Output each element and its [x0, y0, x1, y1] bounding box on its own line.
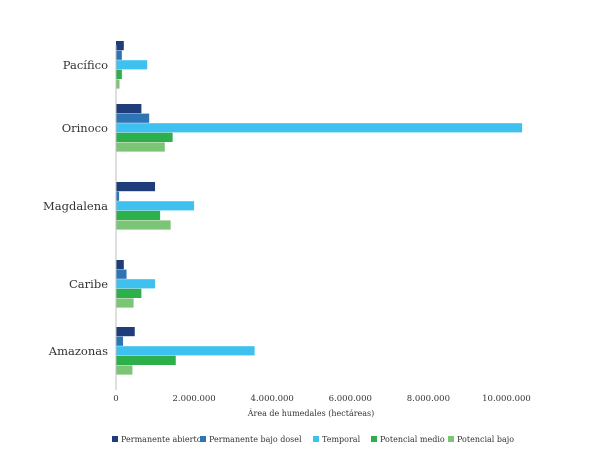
legend-swatch: [313, 436, 319, 442]
bar-4-1: [116, 336, 124, 346]
bar-4-2: [116, 346, 255, 356]
bar-3-4: [116, 298, 134, 308]
bar-0-3: [116, 69, 122, 79]
bar-3-3: [116, 288, 142, 298]
category-label: Orinoco: [62, 121, 108, 135]
legend-swatch: [112, 436, 118, 442]
bar-4-3: [116, 355, 176, 365]
x-tick-label: 8.000.000: [407, 394, 450, 404]
bar-1-3: [116, 132, 173, 142]
x-tick-label: 2.000.000: [172, 394, 215, 404]
bar-4-4: [116, 365, 133, 375]
bar-2-2: [116, 201, 195, 211]
bar-0-1: [116, 50, 122, 60]
bar-2-1: [116, 191, 120, 201]
bars-group: [116, 41, 523, 375]
bar-0-4: [116, 79, 120, 89]
category-label: Magdalena: [43, 199, 108, 213]
bar-2-4: [116, 220, 171, 230]
legend-label: Temporal: [322, 435, 361, 444]
legend-label: Permanente abierto: [121, 435, 202, 444]
x-axis-title: Área de humedales (hectáreas): [247, 409, 375, 418]
bar-1-1: [116, 113, 150, 123]
category-label: Pacífico: [63, 58, 108, 72]
category-labels: Pacífico Orinoco Magdalena Caribe Amazonas: [43, 58, 108, 358]
legend-label: Permanente bajo dosel: [209, 435, 302, 444]
x-tick-label: 10.000.000: [482, 394, 531, 404]
legend-swatch: [200, 436, 206, 442]
bar-0-2: [116, 60, 148, 70]
legend-swatch: [371, 436, 377, 442]
legend-label: Potencial bajo: [457, 435, 514, 444]
category-label: Caribe: [69, 277, 108, 291]
category-label: Amazonas: [48, 344, 108, 358]
x-tick-labels: 0 2.000.000 4.000.000 6.000.000 8.000.000 10.…: [113, 394, 531, 404]
bar-1-2: [116, 123, 523, 133]
legend-swatch: [448, 436, 454, 442]
bar-2-0: [116, 182, 156, 192]
bar-4-0: [116, 327, 135, 337]
x-tick-label: 6.000.000: [329, 394, 372, 404]
x-tick-label: 4.000.000: [251, 394, 294, 404]
x-tick-label: 0: [113, 394, 118, 404]
bar-3-2: [116, 279, 156, 289]
bar-3-1: [116, 269, 127, 279]
bar-3-0: [116, 260, 124, 270]
bar-0-0: [116, 41, 124, 51]
legend: Permanente abierto Permanente bajo dosel T…: [112, 435, 514, 444]
bar-1-0: [116, 104, 142, 114]
bar-1-4: [116, 142, 165, 152]
legend-label: Potencial medio: [380, 435, 445, 444]
bar-2-3: [116, 210, 161, 220]
